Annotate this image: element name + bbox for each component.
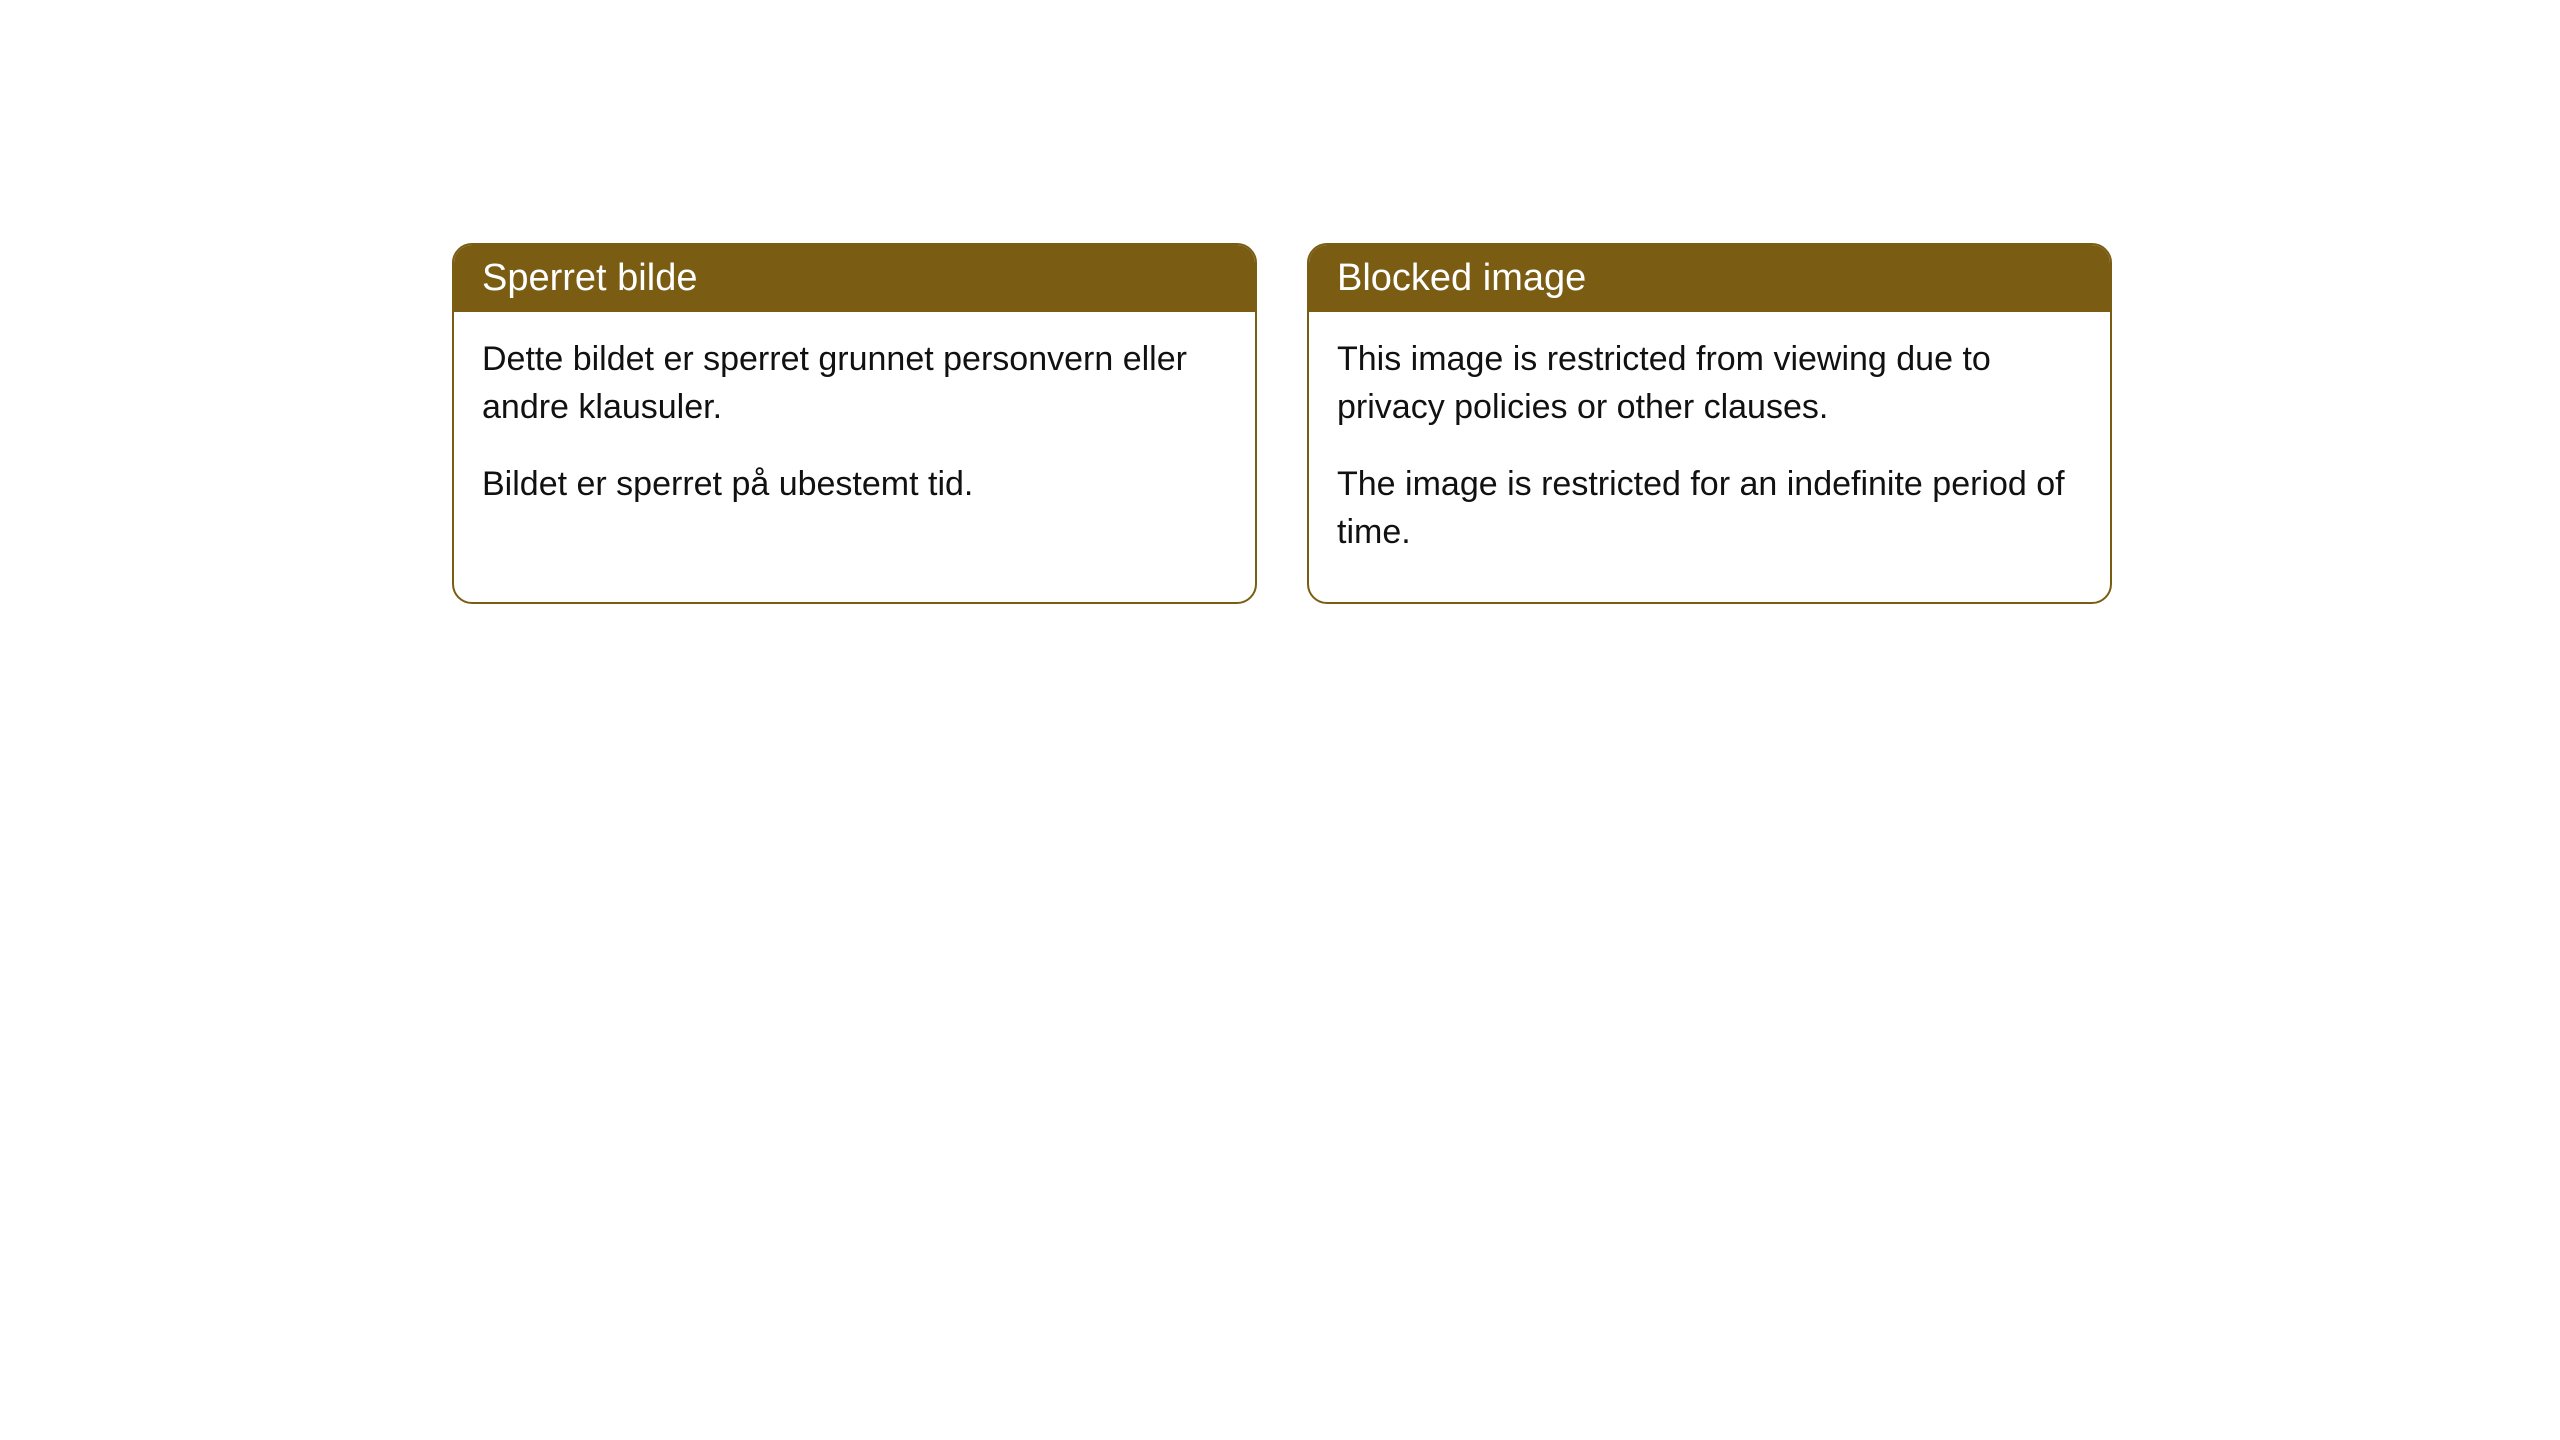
notice-card-norwegian: Sperret bilde Dette bildet er sperret gr… xyxy=(452,243,1257,604)
card-body: This image is restricted from viewing du… xyxy=(1309,312,2110,602)
notice-cards-container: Sperret bilde Dette bildet er sperret gr… xyxy=(452,243,2112,604)
card-title: Blocked image xyxy=(1337,257,1586,299)
card-header: Blocked image xyxy=(1309,245,2110,312)
card-paragraph: Bildet er sperret på ubestemt tid. xyxy=(482,461,1227,509)
notice-card-english: Blocked image This image is restricted f… xyxy=(1307,243,2112,604)
card-paragraph: This image is restricted from viewing du… xyxy=(1337,336,2082,431)
card-paragraph: The image is restricted for an indefinit… xyxy=(1337,461,2082,556)
card-paragraph: Dette bildet er sperret grunnet personve… xyxy=(482,336,1227,431)
card-title: Sperret bilde xyxy=(482,257,697,299)
card-body: Dette bildet er sperret grunnet personve… xyxy=(454,312,1255,555)
card-header: Sperret bilde xyxy=(454,245,1255,312)
